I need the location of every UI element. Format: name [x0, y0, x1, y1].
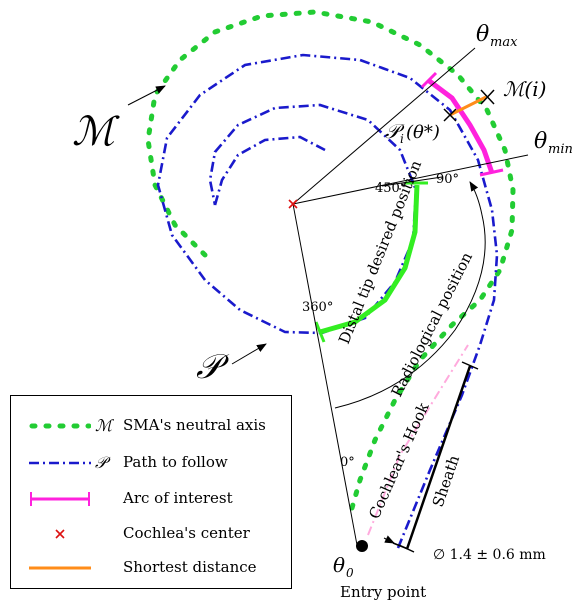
legend-row-path: 𝒫 Path to follow [11, 448, 293, 478]
cochlea-center-marker [288, 199, 298, 209]
legend-row-shortest: Shortest distance [11, 553, 293, 583]
legend-symbol: 𝒫 [95, 453, 107, 472]
bar-icon [30, 492, 90, 506]
label-theta-min-sub: min [548, 142, 573, 157]
label-theta0: θ [333, 553, 345, 577]
label-theta0-sub: 0 [346, 566, 354, 580]
label-entry-point: Entry point [340, 583, 426, 601]
m-pointer-arrow [127, 85, 166, 106]
legend-label: SMA's neutral axis [123, 416, 266, 434]
sheath-line [405, 365, 472, 550]
label-theta-max: θ [476, 22, 489, 47]
legend-row-neutral-axis: ℳ SMA's neutral axis [11, 411, 293, 441]
neutral-axis-curve [145, 9, 516, 511]
theta-max-ray [292, 47, 476, 205]
distal-tick-360 [314, 321, 326, 343]
pi-cross [443, 108, 457, 122]
theta-min-ray [292, 154, 529, 205]
label-90: 90° [436, 172, 459, 187]
label-theta-min: θ [534, 129, 547, 154]
legend-row-arc: Arc of interest [11, 484, 293, 514]
label-360: 360° [302, 300, 333, 315]
cochlear-hook-line [367, 344, 469, 536]
legend-row-center: Cochlea's center [11, 519, 293, 549]
entry-point-dot [356, 540, 368, 552]
ninety-arc [381, 176, 443, 187]
dotted-line-icon [29, 423, 91, 429]
label-450: 450° [375, 181, 406, 196]
arc-of-interest [426, 78, 495, 174]
path-to-follow [156, 53, 499, 549]
label-p-big: 𝒫 [196, 347, 230, 387]
radiological-arc [334, 181, 486, 409]
red-x-icon [55, 529, 65, 539]
distal-tip-arc [319, 184, 420, 335]
legend-label: Path to follow [123, 453, 228, 471]
label-p-i-sub: i [400, 132, 404, 146]
p-pointer-arrow [231, 343, 267, 365]
mi-cross [480, 89, 495, 105]
legend-symbol: ℳ [95, 416, 113, 435]
diameter-mark [392, 542, 409, 550]
dashdot-line-icon [29, 461, 91, 465]
label-diameter: ∅ 1.4 ± 0.6 mm [433, 547, 546, 563]
label-0: 0° [340, 455, 355, 470]
arc-end-tick-top [420, 71, 438, 89]
path-inner-tail [213, 135, 326, 206]
orange-line-icon [29, 566, 91, 570]
shortest-distance-line [449, 95, 487, 117]
zero-ray [292, 203, 358, 546]
legend-label: Arc of interest [123, 489, 233, 507]
legend-label: Shortest distance [123, 558, 257, 576]
sheath-cap-top [461, 361, 479, 370]
diameter-arrow-left [383, 535, 395, 544]
label-m-big: ℳ [72, 109, 120, 155]
label-theta-max-sub: max [490, 35, 518, 50]
label-p-i-arg: (θ*) [406, 122, 440, 143]
label-m-i: ℳ(i) [503, 77, 546, 101]
legend-label: Cochlea's center [123, 524, 250, 542]
legend: ℳ SMA's neutral axis 𝒫 Path to follow Ar… [10, 395, 292, 589]
arc-end-tick-bottom [479, 168, 504, 177]
